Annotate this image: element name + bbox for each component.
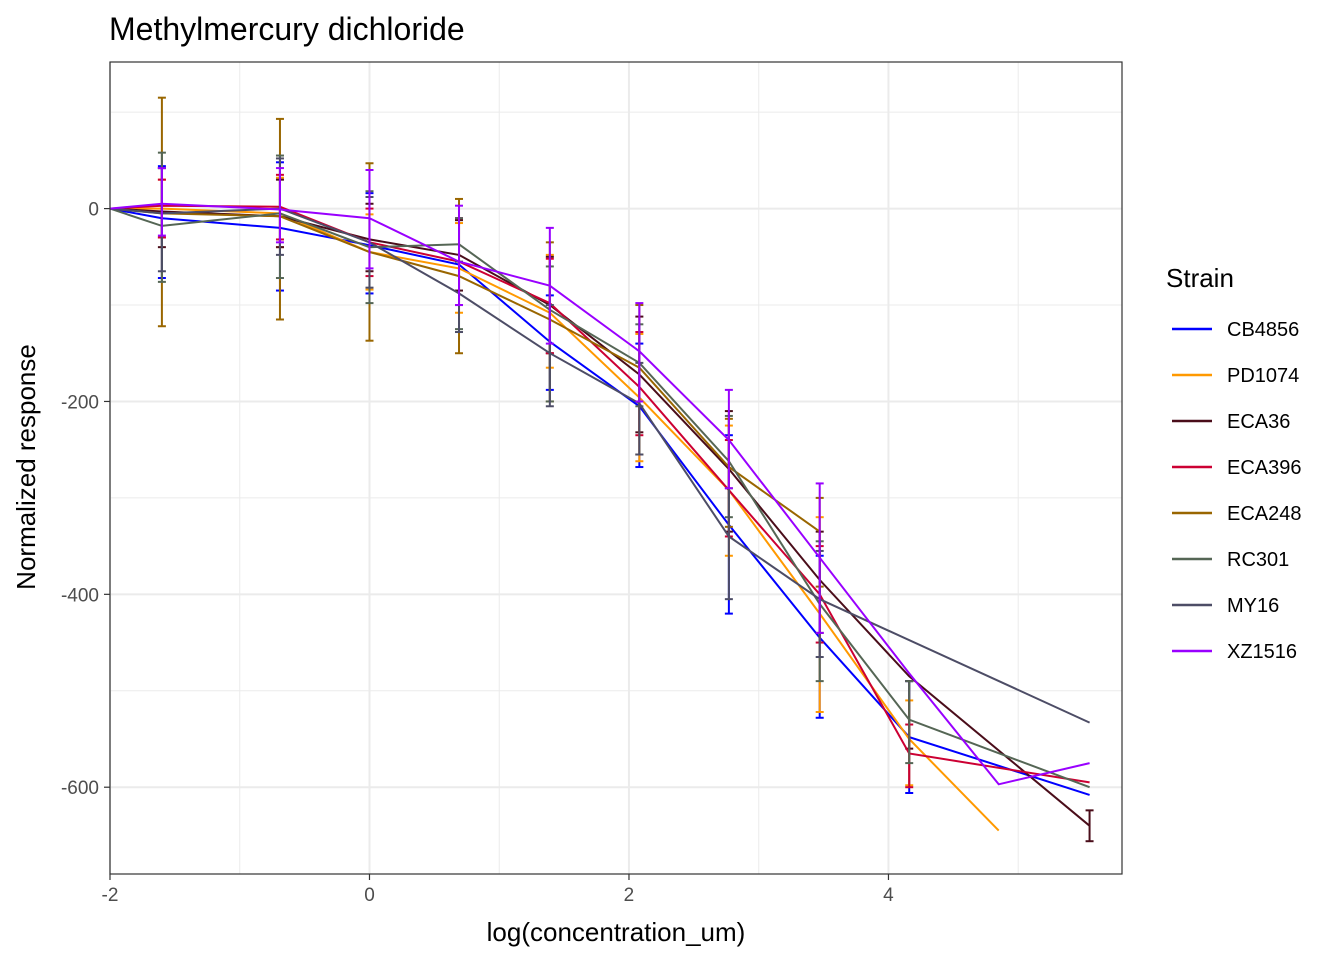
series-eca396: [109, 173, 1090, 789]
x-tick-label: -2: [102, 885, 119, 906]
error-bar: [815, 482, 824, 634]
legend-label: RC301: [1227, 549, 1289, 571]
series-eca36: [109, 167, 1094, 843]
error-bar: [635, 302, 644, 403]
panel-border: [109, 61, 1123, 875]
x-tick-label: 2: [624, 885, 635, 906]
y-tick-label: 0: [88, 200, 99, 221]
error-bar: [455, 204, 464, 307]
series-pd1074: [110, 176, 1000, 832]
legend: Strain CB4856 PD1074 ECA36 ECA396 ECA248 RC30…: [1166, 263, 1302, 663]
error-bar: [157, 167, 166, 237]
series-my16: [109, 157, 1091, 724]
legend-item-cb4856: CB4856: [1172, 319, 1299, 341]
series-line-xz1516: [109, 202, 1090, 786]
grid: [109, 62, 1122, 874]
legend-item-eca248: ECA248: [1172, 503, 1302, 525]
series-cb4856: [109, 161, 1090, 796]
x-axis-title: log(concentration_um): [487, 917, 746, 947]
legend-label: XZ1516: [1227, 641, 1297, 663]
legend-item-rc301: RC301: [1172, 549, 1289, 571]
y-tick-label: -400: [61, 585, 99, 606]
x-tick-label: 4: [883, 885, 894, 906]
y-tick-label: -600: [61, 778, 99, 799]
series-line-cb4856: [109, 207, 1090, 796]
legend-label: PD1074: [1227, 365, 1299, 387]
series-line-pd1074: [110, 207, 1000, 832]
legend-title: Strain: [1166, 263, 1234, 293]
series-eca248: [109, 96, 824, 588]
error-bar: [1085, 809, 1094, 843]
plot-area: [109, 96, 1094, 843]
error-bar: [545, 226, 554, 345]
x-tick-label: 0: [364, 885, 375, 906]
legend-item-eca36: ECA36: [1172, 411, 1290, 433]
error-bar: [724, 388, 733, 490]
legend-label: ECA396: [1227, 457, 1302, 479]
error-bar: [365, 169, 374, 270]
chart-title: Methylmercury dichloride: [109, 11, 465, 47]
series-xz1516: [109, 167, 1090, 786]
series-line-eca396: [109, 204, 1090, 784]
legend-item-pd1074: PD1074: [1172, 365, 1299, 387]
error-bar: [275, 167, 284, 244]
y-axis-title: Normalized response: [11, 344, 41, 590]
axis-ticks: -2 0 2 4 0 -200 -400 -600: [61, 200, 894, 906]
legend-label: ECA248: [1227, 503, 1302, 525]
legend-item-xz1516: XZ1516: [1172, 641, 1297, 663]
error-bar: [905, 680, 914, 765]
series-rc301: [109, 151, 1090, 789]
legend-label: CB4856: [1227, 319, 1299, 341]
series-line-my16: [109, 207, 1091, 724]
y-tick-label: -200: [61, 392, 99, 413]
legend-item-eca396: ECA396: [1172, 457, 1302, 479]
legend-label: MY16: [1227, 595, 1279, 617]
error-bar: [724, 487, 733, 601]
legend-label: ECA36: [1227, 411, 1290, 433]
legend-item-my16: MY16: [1172, 595, 1279, 617]
